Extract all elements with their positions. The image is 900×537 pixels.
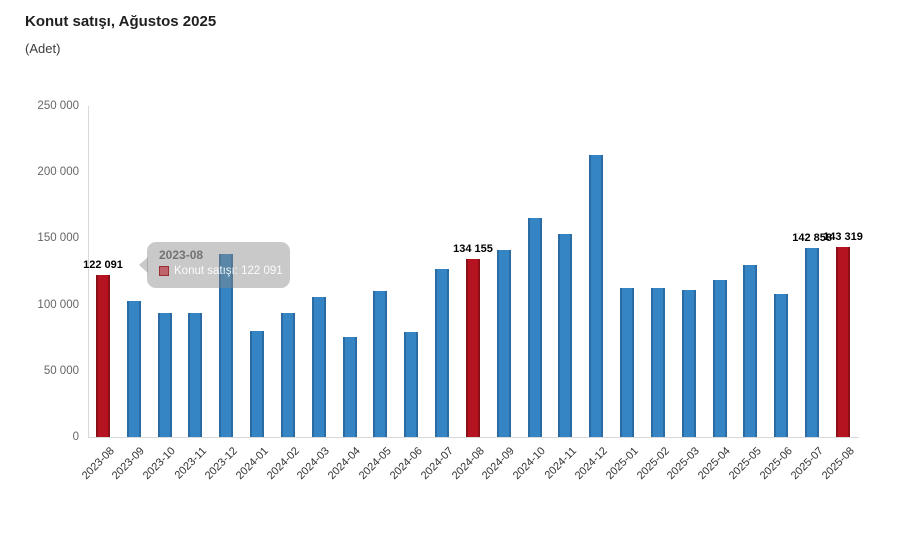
x-axis-tick-label: 2025-04: [696, 445, 734, 483]
bar-2024-01[interactable]: [250, 330, 265, 437]
bar-2024-10[interactable]: [527, 218, 542, 437]
x-axis-tick-label: 2024-11: [542, 445, 579, 482]
x-axis-tick-label: 2024-01: [233, 445, 271, 483]
tooltip-value-text: Konut satışı: 122 091: [174, 265, 283, 277]
y-axis-tick-label: 100 000: [37, 298, 79, 311]
bar-value-label: 143 319: [823, 231, 863, 244]
bar-2024-11[interactable]: [558, 234, 573, 437]
y-axis-tick-label: 0: [72, 431, 79, 443]
x-axis-tick-label: 2025-06: [757, 445, 795, 483]
bar-2025-08[interactable]: [835, 247, 850, 437]
x-axis-tick-label: 2023-08: [79, 445, 117, 483]
series-marker-icon: [159, 266, 169, 276]
bar-value-label: 122 091: [83, 259, 123, 272]
bar-2024-06[interactable]: [404, 332, 419, 437]
bar-value-label: 142 858: [792, 231, 833, 244]
bar-2025-02[interactable]: [650, 287, 665, 437]
x-axis-tick-label: 2025-07: [788, 445, 826, 483]
x-axis-tick-label: 2024-02: [264, 445, 302, 483]
chart-subtitle: (Adet): [25, 41, 61, 56]
y-axis-tick-label: 150 000: [37, 232, 79, 245]
x-axis-tick-label: 2025-05: [726, 445, 764, 483]
bar-2024-07[interactable]: [435, 268, 450, 437]
x-axis-tick-label: 2024-04: [326, 445, 364, 483]
x-axis-tick-label: 2025-03: [665, 445, 703, 483]
bar-2023-11[interactable]: [188, 313, 203, 437]
x-axis-tick-label: 2023-11: [172, 445, 209, 482]
x-axis-tick-label: 2025-08: [819, 445, 857, 483]
bar-2025-01[interactable]: [620, 288, 635, 437]
bar-2024-08[interactable]: [465, 259, 480, 437]
bar-2025-04[interactable]: [712, 280, 727, 437]
bar-2025-07[interactable]: [805, 247, 820, 437]
bar-2024-12[interactable]: [589, 155, 604, 437]
tooltip-arrow-icon: [139, 257, 148, 273]
bar-value-label: 134 155: [453, 243, 493, 256]
x-axis-tick-label: 2024-03: [295, 445, 333, 483]
y-axis-tick-label: 250 000: [37, 100, 79, 112]
x-axis-tick-label: 2024-10: [511, 445, 549, 483]
tooltip: 2023-08 Konut satışı: 122 091: [139, 242, 290, 288]
x-axis-tick-label: 2024-12: [572, 445, 610, 483]
bar-2025-06[interactable]: [774, 294, 789, 437]
x-axis-tick-label: 2024-07: [418, 445, 456, 483]
tooltip-body: Konut satışı: 122 091: [159, 265, 283, 277]
tooltip-header: 2023-08: [159, 248, 204, 262]
bar-2024-05[interactable]: [373, 290, 388, 437]
x-axis-tick-label: 2023-12: [202, 445, 240, 483]
x-axis-tick-label: 2024-09: [480, 445, 518, 483]
x-axis-tick-label: 2023-09: [110, 445, 148, 483]
plot-area: 122 091 134 155 142 858 143 319: [83, 106, 863, 438]
bar-2023-10[interactable]: [157, 312, 172, 437]
bar-2024-09[interactable]: [496, 250, 511, 437]
bar-2023-09[interactable]: [126, 301, 141, 437]
x-axis-tick-label: 2024-08: [449, 445, 487, 483]
y-axis-tick-label: 50 000: [43, 364, 79, 377]
chart-title: Konut satışı, Ağustos 2025: [25, 13, 217, 30]
bar-2025-03[interactable]: [681, 290, 696, 437]
x-axis-tick-label: 2024-05: [356, 445, 394, 483]
x-axis-tick-label: 2025-02: [634, 445, 672, 483]
bar-2025-05[interactable]: [743, 264, 758, 437]
x-axis-tick-label: 2024-06: [387, 445, 425, 483]
bar-2023-12[interactable]: [219, 253, 234, 437]
bar-2023-08[interactable]: [96, 275, 110, 437]
x-axis-tick-label: 2023-10: [141, 445, 179, 483]
y-axis-tick-label: 200 000: [37, 166, 79, 179]
bar-2024-02[interactable]: [280, 312, 295, 437]
x-axis-tick-label: 2025-01: [603, 445, 641, 483]
bar-2024-04[interactable]: [342, 336, 357, 437]
bar-2024-03[interactable]: [311, 297, 326, 437]
